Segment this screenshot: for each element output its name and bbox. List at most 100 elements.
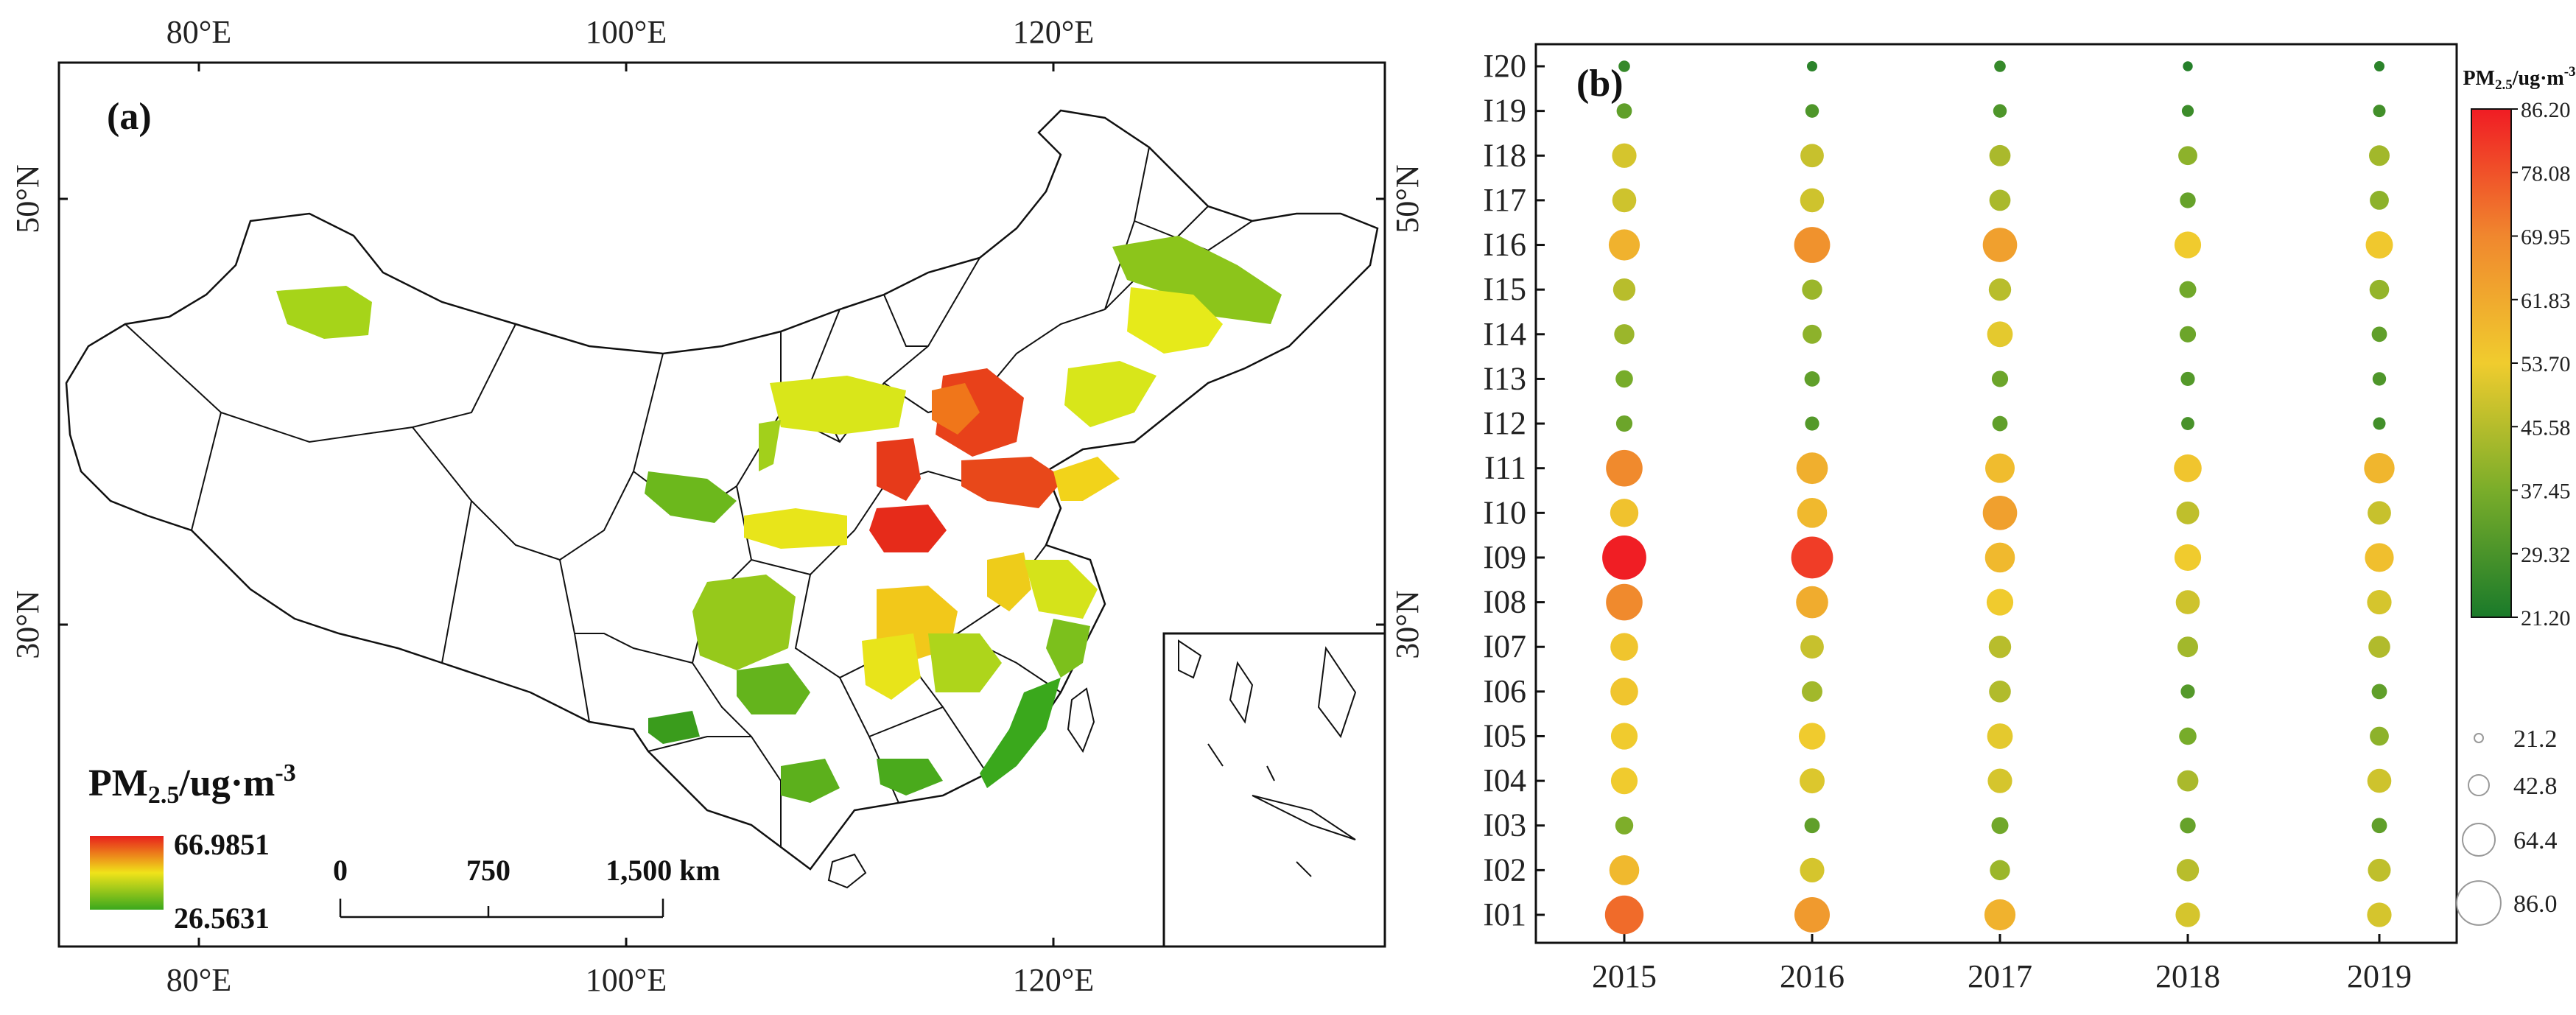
x-tick-label: 2019 — [2347, 958, 2412, 994]
bubble-i11-2016 — [1796, 452, 1828, 485]
bubble-i02-2017 — [1990, 860, 2010, 881]
bottom-tick-100e: 100°E — [586, 962, 667, 998]
bubble-i05-2018 — [2179, 727, 2197, 745]
cluster-jiangsu — [1024, 560, 1098, 619]
bubble-i15-2019 — [2369, 279, 2390, 300]
y-tick-label: I16 — [1483, 227, 1526, 263]
bubble-i07-2015 — [1610, 633, 1638, 661]
bubble-i16-2015 — [1608, 229, 1640, 261]
bubble-i03-2015 — [1615, 816, 1634, 835]
map-color-legend: PM2.5/ug·m-3 66.9851 26.5631 — [88, 759, 296, 935]
size-legend-circle — [2456, 880, 2502, 926]
scale-label-0: 0 — [333, 854, 348, 887]
y-tick-label: I14 — [1483, 316, 1526, 352]
y-tick-label: I09 — [1483, 539, 1526, 575]
bubble-i14-2018 — [2179, 326, 2197, 343]
colorbar-gradient — [2471, 108, 2512, 618]
cluster-henan — [869, 505, 947, 552]
bubble-i19-2015 — [1616, 103, 1632, 119]
bubble-i01-2019 — [2367, 902, 2392, 927]
size-legend-circle — [2474, 733, 2484, 743]
bubble-i14-2015 — [1614, 324, 1635, 345]
bubble-i08-2015 — [1606, 583, 1643, 621]
bubble-i20-2019 — [2374, 61, 2384, 71]
cluster-heilongjiang — [1112, 236, 1282, 324]
bubble-i20-2018 — [2183, 61, 2193, 71]
bubble-i10-2015 — [1610, 499, 1639, 527]
y-tick-label: I08 — [1483, 584, 1526, 620]
bubble-i04-2015 — [1610, 768, 1638, 795]
map-bottom-ticks: 80°E 100°E 120°E — [166, 938, 1094, 998]
map-legend-gradient — [90, 836, 164, 910]
bubble-i16-2018 — [2174, 231, 2202, 259]
bubble-i11-2018 — [2174, 454, 2202, 482]
bubble-i13-2016 — [1804, 371, 1820, 387]
bubble-i13-2019 — [2372, 372, 2387, 386]
bubble-i11-2015 — [1606, 449, 1643, 487]
inset-frame — [1162, 632, 1386, 948]
bubble-i04-2019 — [2367, 768, 2392, 793]
bubble-i09-2017 — [1984, 542, 2015, 573]
y-tick-label: I07 — [1483, 628, 1526, 664]
bubble-i19-2019 — [2373, 105, 2386, 118]
y-tick-label: I12 — [1483, 405, 1526, 441]
bottom-tick-120e: 120°E — [1013, 962, 1094, 998]
cluster-zhejiang — [1046, 619, 1090, 678]
bubble-i09-2018 — [2174, 544, 2202, 572]
taiwan-outline — [1067, 687, 1095, 754]
bubble-i08-2017 — [1986, 589, 2014, 616]
size-legend-circle — [2462, 823, 2496, 857]
size-legend-circle — [2468, 774, 2490, 796]
scale-label-1500: 1,500 km — [606, 854, 720, 887]
bubble-i06-2016 — [1802, 681, 1822, 702]
size-legend-label: 42.8 — [2513, 773, 2558, 800]
colorbar-tick-label: 53.70 — [2521, 352, 2571, 376]
y-tick-label: I19 — [1483, 93, 1526, 129]
size-legend: 21.2 42.8 64.4 86.0 — [2456, 726, 2558, 926]
colorbar-tick-label: 78.08 — [2521, 161, 2571, 186]
cluster-hebei — [932, 383, 980, 435]
bubble-i12-2017 — [1992, 415, 2008, 432]
size-legend-label: 64.4 — [2513, 827, 2558, 854]
bubble-i08-2018 — [2175, 590, 2200, 614]
map-legend-title: PM2.5/ug·m-3 — [88, 759, 296, 809]
bubble-y-axis: I01 I02 I03 I04 I05 I06 I07 I08 I09 I10 I11 I12 I13 I… — [1483, 48, 1545, 933]
cluster-hunan-a — [862, 633, 921, 700]
bubble-i10-2018 — [2176, 501, 2200, 524]
y-tick-label: I11 — [1484, 450, 1526, 486]
bubble-i11-2017 — [1985, 453, 2015, 483]
hainan-outline — [827, 853, 867, 889]
bubble-i05-2016 — [1798, 723, 1826, 750]
colorbar-tick-label: 45.58 — [2521, 415, 2571, 440]
colorbar-tick-label: 86.20 — [2521, 98, 2571, 122]
bubble-i01-2018 — [2175, 902, 2200, 927]
bubble-i06-2019 — [2371, 684, 2387, 700]
left-tick-50n: 50°N — [10, 164, 46, 233]
china-outline — [65, 109, 1379, 871]
y-tick-label: I05 — [1483, 717, 1526, 754]
bubble-i17-2016 — [1800, 188, 1825, 213]
cluster-gansu — [645, 471, 737, 523]
bubble-i03-2017 — [1991, 817, 2009, 835]
y-tick-label: I01 — [1483, 896, 1526, 933]
bubble-i08-2016 — [1796, 586, 1828, 619]
bubble-i15-2018 — [2179, 281, 2197, 298]
bubble-i18-2018 — [2178, 146, 2197, 166]
bubble-i07-2019 — [2368, 636, 2390, 658]
bubble-i17-2019 — [2370, 190, 2389, 210]
bubble-i17-2015 — [1612, 188, 1637, 213]
bubble-i06-2017 — [1989, 681, 2011, 703]
cluster-guangdong — [877, 759, 943, 796]
bubble-i17-2018 — [2180, 192, 2196, 208]
top-tick-120e: 120°E — [1013, 14, 1094, 50]
cluster-guangxi — [781, 759, 840, 803]
bubble-i18-2016 — [1800, 144, 1824, 168]
bubble-i03-2018 — [2180, 818, 2196, 834]
y-tick-label: I20 — [1483, 48, 1526, 84]
bubble-i09-2019 — [2365, 543, 2394, 572]
bubble-marks — [1602, 60, 2395, 935]
y-tick-label: I06 — [1483, 673, 1526, 709]
map-legend-max: 66.9851 — [174, 828, 270, 861]
bubble-i19-2018 — [2181, 105, 2194, 117]
cluster-shandong — [961, 457, 1064, 508]
